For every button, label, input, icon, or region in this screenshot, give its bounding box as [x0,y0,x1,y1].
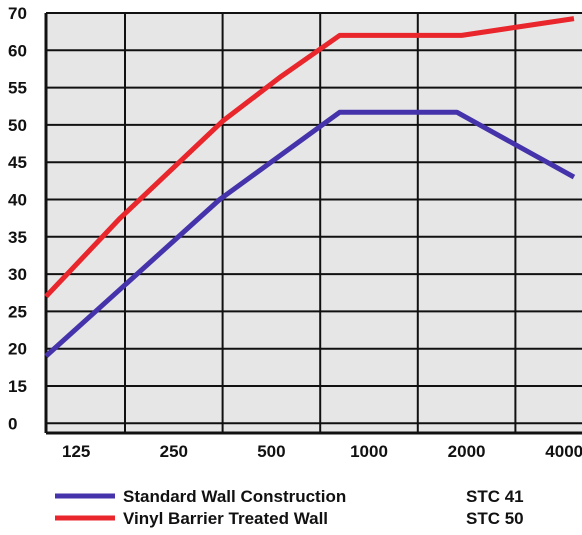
y-tick-label: 35 [8,228,27,247]
y-tick-label: 60 [8,41,27,60]
x-tick-label: 125 [62,442,90,461]
legend-label-standard-wall: Standard Wall Construction [123,487,346,506]
y-tick-label: 40 [8,191,27,210]
x-tick-label: 1000 [350,442,388,461]
x-tick-label: 4000 [545,442,582,461]
y-tick-label: 0 [8,414,17,433]
y-tick-label: 25 [8,302,27,321]
legend-label-vinyl-barrier: Vinyl Barrier Treated Wall [123,509,328,528]
y-tick-label: 50 [8,116,27,135]
x-tick-label: 500 [257,442,285,461]
grid-lines [44,12,582,435]
y-tick-label: 45 [8,153,27,172]
x-tick-label: 2000 [448,442,486,461]
y-tick-label: 20 [8,340,27,359]
y-tick-label: 55 [8,79,27,98]
legend: Standard Wall Construction STC 41 Vinyl … [55,487,524,528]
x-tick-label: 250 [160,442,188,461]
y-tick-labels: 70 60 55 50 45 40 35 30 25 20 15 0 [8,4,27,433]
legend-rating-vinyl-barrier: STC 50 [466,509,524,528]
plot-area [46,13,582,433]
series-lines [44,16,576,359]
series-line-standard-wall [44,109,576,359]
legend-rating-standard-wall: STC 41 [466,487,524,506]
y-tick-label: 15 [8,377,27,396]
y-tick-label: 30 [8,265,27,284]
series-line-vinyl-barrier [44,16,575,299]
x-tick-labels: 125 250 500 1000 2000 4000 [62,442,582,461]
y-tick-label: 70 [8,4,27,23]
